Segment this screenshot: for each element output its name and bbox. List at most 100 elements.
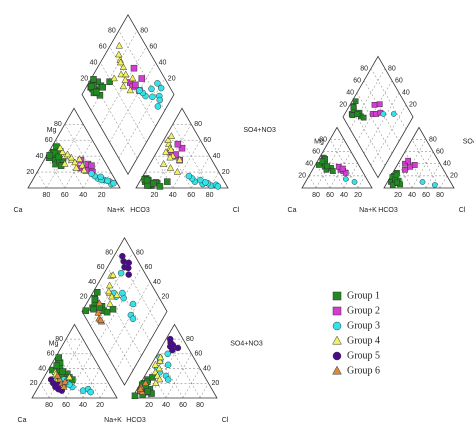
tick-label: 20 bbox=[212, 380, 220, 387]
tick-label: 40 bbox=[88, 279, 96, 286]
cation-point bbox=[342, 176, 349, 182]
tick-label: 40 bbox=[169, 192, 177, 199]
cation-point bbox=[104, 177, 111, 185]
grid-line bbox=[118, 30, 166, 111]
tick-label: 60 bbox=[62, 402, 70, 409]
tick-label: 40 bbox=[36, 153, 44, 160]
tick-label: 80 bbox=[312, 192, 320, 199]
legend-marker bbox=[332, 291, 342, 301]
grid-line bbox=[40, 383, 50, 399]
tick-label: 60 bbox=[326, 192, 334, 199]
cation-point bbox=[53, 362, 60, 369]
anion-point bbox=[169, 341, 177, 349]
anion-point bbox=[393, 171, 400, 178]
tick-label: 40 bbox=[213, 153, 221, 160]
diamond-point bbox=[103, 308, 111, 316]
tick-label: 60 bbox=[179, 402, 187, 409]
anion-point bbox=[167, 132, 176, 139]
tick-label: 20 bbox=[162, 294, 170, 301]
tick-label: 40 bbox=[443, 161, 451, 168]
diamond-point bbox=[105, 281, 114, 289]
diamond-point bbox=[110, 74, 118, 82]
grid-line bbox=[99, 383, 109, 399]
tick-label: 20 bbox=[298, 173, 306, 180]
cation-point bbox=[55, 354, 63, 361]
tick-label: 80 bbox=[136, 249, 144, 256]
tick-label: 40 bbox=[203, 365, 211, 372]
tick-label: 80 bbox=[206, 192, 214, 199]
grid-line bbox=[165, 353, 192, 399]
legend-label: Group 4 bbox=[347, 335, 380, 346]
tick-label: 20 bbox=[30, 380, 38, 387]
diamond-point bbox=[106, 78, 113, 85]
diamond-point bbox=[354, 111, 361, 117]
diamond-point bbox=[87, 83, 95, 90]
axis-label: Cl bbox=[222, 417, 229, 424]
diamond-point bbox=[130, 64, 138, 72]
cation-triangle bbox=[301, 126, 373, 189]
tick-label: 60 bbox=[187, 192, 195, 199]
anion-point bbox=[402, 160, 408, 167]
grid-line bbox=[209, 171, 220, 189]
anion-point bbox=[174, 140, 182, 148]
diamond bbox=[81, 13, 175, 175]
grid-line bbox=[425, 163, 441, 189]
axis-label: SO4+NO3 bbox=[243, 127, 276, 134]
cation-point bbox=[97, 173, 104, 181]
tick-label: 20 bbox=[339, 102, 347, 109]
grid-line bbox=[82, 368, 101, 399]
cation-point bbox=[315, 162, 322, 168]
anion-point bbox=[431, 182, 438, 188]
diamond-point bbox=[129, 300, 137, 308]
tick-label: 20 bbox=[98, 192, 106, 199]
diamond-point bbox=[125, 271, 132, 278]
axis-label: Ca bbox=[288, 207, 297, 214]
anion-point bbox=[164, 350, 171, 358]
tick-label: 20 bbox=[222, 169, 230, 176]
diamond bbox=[81, 236, 168, 386]
diamond bbox=[342, 55, 414, 179]
cation-point bbox=[324, 163, 331, 170]
axis-label: HCO3 bbox=[126, 417, 146, 424]
cation-point bbox=[53, 371, 62, 379]
tick-label: 40 bbox=[408, 192, 416, 199]
tick-label: 60 bbox=[47, 351, 55, 358]
tick-label: 40 bbox=[340, 192, 348, 199]
axis-label: Na+K bbox=[359, 207, 377, 214]
grid-line bbox=[356, 92, 393, 154]
diamond-point bbox=[82, 307, 90, 314]
legend-label: Group 6 bbox=[347, 365, 380, 376]
legend-marker bbox=[332, 365, 342, 375]
diamond-point bbox=[380, 111, 387, 117]
grid-line bbox=[90, 30, 138, 111]
axis-label: Cl bbox=[459, 207, 466, 214]
diamond-point bbox=[106, 299, 114, 307]
diamond-point bbox=[352, 98, 359, 105]
anion-point bbox=[156, 183, 164, 190]
axis-label: Ca bbox=[14, 207, 23, 214]
axis-label: Mg bbox=[314, 138, 324, 145]
grid-line bbox=[115, 296, 159, 371]
anion-point bbox=[144, 388, 151, 395]
anion-point bbox=[151, 360, 160, 368]
grid-line bbox=[199, 383, 209, 399]
anion-point bbox=[202, 179, 209, 186]
tick-label: 60 bbox=[395, 77, 403, 84]
grid-line bbox=[64, 140, 93, 189]
diamond-point bbox=[105, 287, 113, 295]
grid-line bbox=[100, 62, 147, 143]
tick-label: 80 bbox=[319, 136, 327, 143]
tick-label: 40 bbox=[402, 90, 410, 97]
anion-point bbox=[164, 178, 171, 185]
tick-label: 40 bbox=[38, 365, 46, 372]
cation-triangle bbox=[27, 107, 121, 189]
anion-triangle bbox=[383, 126, 455, 189]
tick-label: 20 bbox=[354, 192, 362, 199]
anion-point bbox=[185, 172, 193, 180]
diamond-point bbox=[132, 81, 139, 89]
tick-label: 40 bbox=[305, 161, 313, 168]
tick-label: 60 bbox=[353, 77, 361, 84]
cation-point bbox=[78, 161, 87, 169]
tick-label: 40 bbox=[90, 59, 98, 66]
diamond-point bbox=[349, 112, 356, 119]
